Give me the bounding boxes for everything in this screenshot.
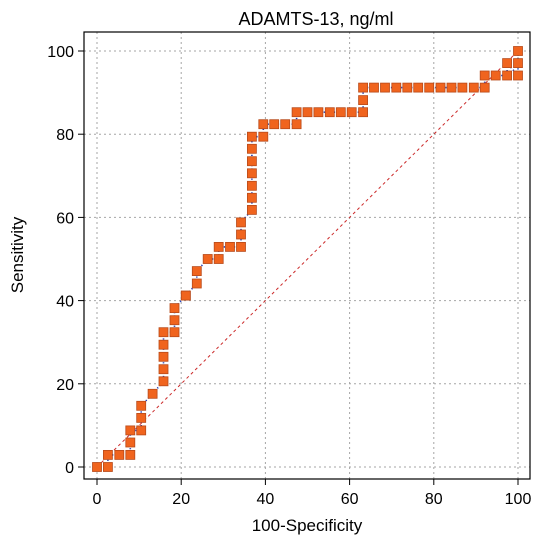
roc-point — [92, 462, 102, 472]
x-tick-label: 60 — [341, 491, 359, 508]
roc-point — [169, 315, 180, 326]
roc-point — [513, 58, 523, 68]
roc-point — [269, 119, 280, 130]
x-tick-label: 80 — [425, 491, 443, 508]
x-axis-label: 100-Specificity — [252, 516, 363, 535]
roc-point — [225, 241, 235, 252]
roc-point — [435, 82, 446, 93]
roc-point — [369, 82, 379, 93]
roc-point — [213, 241, 224, 252]
roc-point — [446, 82, 457, 93]
roc-point — [202, 254, 213, 264]
roc-point — [191, 278, 202, 289]
roc-point — [246, 192, 257, 203]
y-tick-labels: 0 20 40 60 80 100 — [47, 44, 74, 477]
roc-point — [147, 388, 158, 399]
roc-point — [158, 364, 169, 375]
roc-point — [103, 462, 113, 472]
y-tick-label: 80 — [56, 127, 74, 144]
roc-point — [391, 82, 402, 93]
roc-point — [502, 58, 513, 68]
x-tick-label: 40 — [257, 491, 275, 508]
roc-point — [291, 107, 302, 118]
x-tick-label: 100 — [505, 491, 532, 508]
roc-point — [358, 82, 369, 93]
x-tick-labels: 0 20 40 60 80 100 — [93, 491, 532, 508]
roc-point — [258, 131, 269, 142]
roc-point — [424, 82, 435, 93]
roc-point — [358, 107, 369, 118]
y-tick-label: 20 — [56, 377, 74, 394]
roc-point — [479, 82, 490, 93]
roc-point — [158, 339, 169, 350]
y-axis-label: Sensitivity — [8, 216, 27, 293]
roc-point — [114, 449, 125, 460]
roc-point — [246, 156, 257, 167]
x-tick-label: 0 — [93, 491, 102, 508]
roc-point — [246, 168, 257, 179]
roc-point — [191, 266, 202, 277]
roc-point — [125, 425, 136, 436]
grid — [84, 32, 530, 479]
y-tick-label: 0 — [65, 460, 74, 477]
roc-point — [158, 351, 169, 362]
roc-point — [468, 82, 479, 93]
roc-point — [213, 254, 224, 264]
roc-point — [236, 217, 246, 228]
roc-point — [236, 241, 246, 252]
roc-point — [490, 70, 501, 81]
roc-point — [358, 95, 369, 105]
y-tick-label: 60 — [56, 210, 74, 227]
roc-point — [291, 119, 302, 130]
roc-point — [302, 107, 313, 118]
roc-point — [457, 82, 468, 93]
roc-points — [92, 46, 523, 472]
roc-point — [246, 204, 257, 215]
reference-diagonal-line — [96, 50, 519, 468]
roc-point — [246, 180, 257, 191]
roc-point — [125, 437, 136, 448]
y-tick-label: 100 — [47, 44, 74, 61]
x-tick-label: 20 — [172, 491, 190, 508]
axis-ticks — [78, 50, 519, 485]
roc-point — [324, 107, 335, 118]
roc-point — [335, 107, 346, 118]
roc-point — [169, 303, 180, 314]
roc-point — [280, 119, 291, 130]
roc-point — [158, 327, 169, 338]
roc-point — [402, 82, 413, 93]
roc-point — [380, 82, 390, 93]
roc-point — [169, 327, 180, 338]
roc-point — [346, 107, 357, 118]
roc-point — [313, 107, 324, 118]
roc-point — [502, 70, 513, 81]
roc-point — [513, 46, 523, 56]
roc-point — [136, 412, 147, 423]
roc-point — [246, 143, 257, 154]
roc-point — [136, 425, 147, 436]
roc-point — [125, 449, 136, 460]
roc-point — [236, 229, 246, 240]
chart-title: ADAMTS-13, ng/ml — [238, 9, 393, 29]
roc-point — [158, 376, 169, 387]
roc-point — [413, 82, 424, 93]
roc-point — [103, 449, 113, 460]
plot-frame — [83, 31, 531, 480]
roc-point — [180, 290, 191, 301]
roc-point — [136, 400, 147, 411]
roc-point — [479, 70, 490, 81]
roc-point — [258, 119, 269, 130]
y-tick-label: 40 — [56, 294, 74, 311]
roc-point — [246, 131, 257, 142]
roc-point — [513, 70, 523, 81]
